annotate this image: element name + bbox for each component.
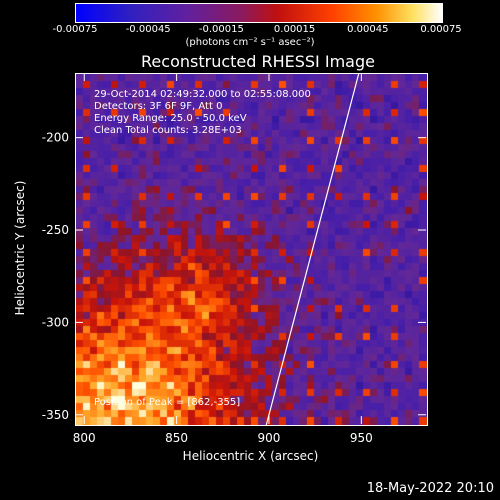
colorbar-tick-label: -0.00015	[198, 24, 244, 35]
heatmap-image	[76, 74, 427, 425]
x-tick-label: 850	[165, 431, 188, 445]
solar-limb-line	[265, 74, 360, 425]
y-axis-label: Heliocentric Y (arcsec)	[13, 180, 27, 316]
colorbar-tick-label: 0.00015	[273, 24, 316, 35]
x-tick-label: 900	[258, 431, 281, 445]
chart-title: Reconstructed RHESSI Image	[141, 52, 375, 71]
y-tick-label: -250	[42, 223, 69, 237]
colorbar-tick-label: -0.00075	[52, 24, 98, 35]
colorbar-tick-label: 0.00075	[420, 24, 462, 35]
plot-area: 29-Oct-2014 02:49:32.000 to 02:55:08.000…	[75, 73, 428, 426]
y-tick-label: -300	[42, 315, 69, 329]
y-tick-label: -200	[42, 131, 69, 145]
info-clean: Clean Total counts: 3.28E+03	[94, 125, 242, 136]
x-tick-label: 800	[73, 431, 96, 445]
footer-timestamp: 18-May-2022 20:10	[366, 481, 494, 496]
info-energy: Energy Range: 25.0 - 50.0 keV	[94, 113, 247, 124]
info-time: 29-Oct-2014 02:49:32.000 to 02:55:08.000	[94, 89, 311, 100]
plot-overlay	[265, 74, 360, 425]
x-axis-label: Heliocentric X (arcsec)	[182, 449, 319, 463]
info-detectors: Detectors: 3F 6F 9F, Att 0	[94, 101, 223, 112]
colorbar-tick-label: 0.00045	[347, 24, 389, 35]
info-peak: Position of Peak = [862,-355]	[94, 397, 241, 408]
colorbar	[75, 3, 443, 23]
colorbar-tick-label: -0.00045	[125, 24, 171, 35]
colorbar-unit-label: (photons cm⁻² s⁻¹ asec⁻²)	[185, 37, 315, 48]
x-tick-label: 950	[350, 431, 373, 445]
y-tick-label: -350	[42, 408, 69, 422]
